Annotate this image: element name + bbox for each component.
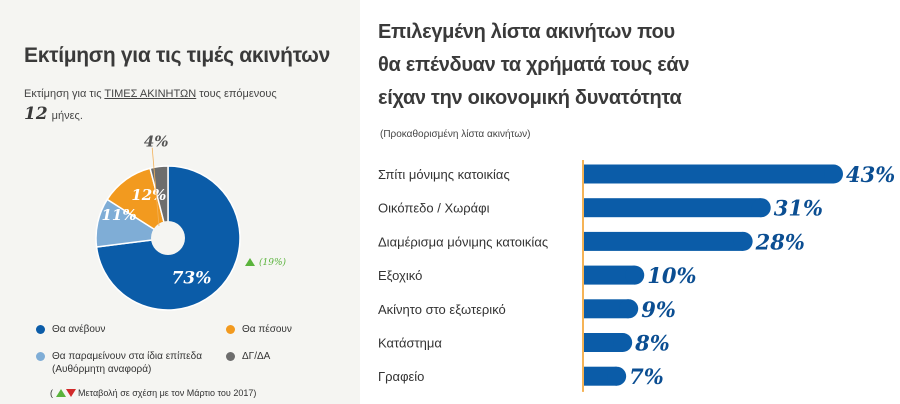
bar-cap xyxy=(751,198,771,218)
bar-category-label: Διαμέρισμα μόνιμης κατοικίας xyxy=(378,234,548,249)
pie-label-down: 12% xyxy=(131,186,166,204)
pie-leader-line xyxy=(151,147,160,227)
bar-category-label: Οικόπεδο / Χωράφι xyxy=(378,201,490,216)
bar-category-label: Ακίνητο στο εξωτερικό xyxy=(378,302,506,317)
left-chart-subtitle: Εκτίμηση για τις ΤΙΜΕΣ ΑΚΙΝΗΤΩΝ τους επό… xyxy=(24,88,277,100)
decrease-arrow-icon xyxy=(65,389,76,397)
bar-value-label: 9% xyxy=(641,297,676,322)
bar-rect xyxy=(584,231,744,251)
months-number: 12 xyxy=(24,104,48,124)
subtitle-pre: Εκτίμηση για τις xyxy=(24,88,105,100)
bar-rect xyxy=(584,198,762,218)
bar-cap xyxy=(625,265,645,285)
left-chart-title: Εκτίμηση για τις τιμές ακινήτων xyxy=(24,44,330,67)
bar-category-label: Γραφείο xyxy=(378,369,424,384)
bar-rect xyxy=(584,333,623,352)
bar-category-label: Σπίτι μόνιμης κατοικίας xyxy=(378,167,510,182)
bar-value-label: 8% xyxy=(634,331,670,356)
pie-annotation: (19%) xyxy=(259,257,287,268)
pie-label-dkna: 4% xyxy=(144,133,169,151)
bar-value-label: 31% xyxy=(774,196,823,221)
right-title-line-1: Επιλεγμένη λίστα ακινήτων που xyxy=(378,21,675,43)
right-title-line-3: είχαν την οικονομική δυνατότητα xyxy=(378,87,682,109)
legend-label-same: Θα παραμείνουν στα ίδια επίπεδα (Αυθόρμη… xyxy=(52,350,202,376)
pie-hole xyxy=(151,221,185,255)
legend-dot-down xyxy=(226,325,235,334)
legend-label-same-sub: (Αυθόρμητη αναφορά) xyxy=(52,364,152,375)
bar-value-label: 10% xyxy=(647,263,696,288)
bar-cap xyxy=(613,333,633,352)
bar-value-label: 7% xyxy=(629,364,664,389)
bar-cap xyxy=(733,231,753,251)
pie-label-up: 73% xyxy=(172,269,212,289)
subtitle-post: τους επόμενους xyxy=(196,88,277,100)
bar-cap xyxy=(607,366,627,386)
bar-category-label: Εξοχικό xyxy=(378,268,422,283)
footnote-open: ( xyxy=(50,388,53,398)
footnote: ( Μεταβολή σε σχέση με τον Μάρτιο του 20… xyxy=(50,388,256,398)
increase-arrow-icon xyxy=(245,258,255,266)
bar-cap xyxy=(619,299,639,319)
bar-cap xyxy=(824,164,843,184)
increase-arrow-icon xyxy=(55,389,66,397)
months-word: μήνες. xyxy=(51,110,83,122)
footnote-text: Μεταβολή σε σχέση με τον Μάρτιο του 2017… xyxy=(78,388,257,398)
bar-rect xyxy=(584,164,834,184)
right-title-line-2: θα επένδυαν τα χρήματά τους εάν xyxy=(378,54,690,76)
legend-dot-dkna xyxy=(226,352,235,361)
legend-label-same-main: Θα παραμείνουν στα ίδια επίπεδα xyxy=(52,351,202,362)
right-chart-title: Επιλεγμένη λίστα ακινήτων που θα επένδυα… xyxy=(378,16,798,115)
left-chart-subtitle-line2: 12 μήνες. xyxy=(24,104,83,124)
bar-value-label: 43% xyxy=(846,162,895,187)
bar-rect xyxy=(584,299,629,319)
bar-category-label: Κατάστημα xyxy=(378,336,442,351)
legend-dot-same xyxy=(36,352,45,361)
pie-label-same: 11% xyxy=(101,206,136,224)
subtitle-link: ΤΙΜΕΣ ΑΚΙΝΗΤΩΝ xyxy=(104,88,197,100)
pie-slice-dkna xyxy=(149,165,169,239)
legend-label-up: Θα ανέβουν xyxy=(52,324,106,335)
bar-value-label: 28% xyxy=(755,229,805,254)
legend-label-dkna: ΔΓ/ΔΑ xyxy=(242,351,271,362)
legend-dot-up xyxy=(36,325,45,334)
right-chart-note: (Προκαθορισμένη λίστα ακινήτων) xyxy=(380,129,531,140)
bar-rect xyxy=(584,265,635,285)
legend-label-down: Θα πέσουν xyxy=(242,324,292,335)
